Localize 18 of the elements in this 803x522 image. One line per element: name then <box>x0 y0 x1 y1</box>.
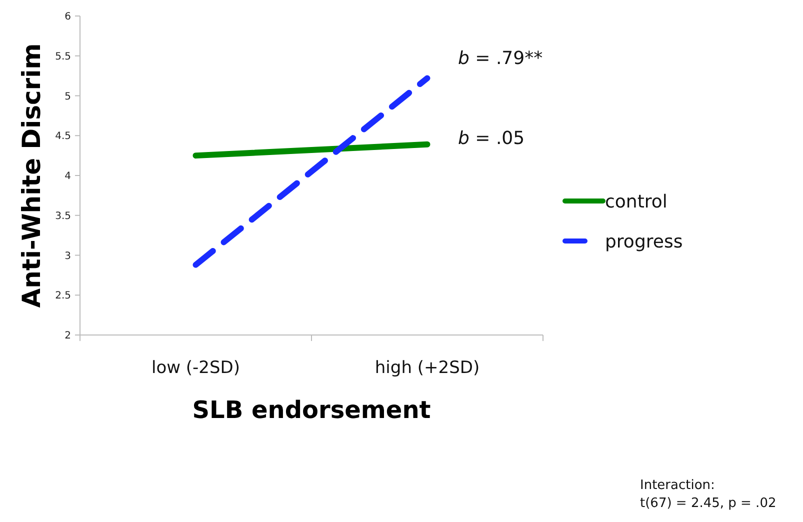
annotation: b = .79** <box>458 48 543 69</box>
y-tick-label: 4.5 <box>55 131 71 142</box>
text: Interaction: t(67) = 2.45, p = .02 <box>640 478 776 511</box>
x-axis-title: SLB endorsement <box>192 396 431 424</box>
y-tick-label: 6 <box>64 12 71 22</box>
annotation: b = .05 <box>458 128 525 149</box>
legend-label: control <box>605 191 668 212</box>
y-axis-title: Anti-White Discrim <box>17 43 46 308</box>
y-tick-label: 4 <box>64 171 71 182</box>
y-tick-label: 2 <box>64 330 71 342</box>
y-tick-label: 3 <box>64 250 71 262</box>
y-tick-label: 5 <box>64 91 71 102</box>
y-tick-label: 5.5 <box>55 51 71 62</box>
x-tick-label: high (+2SD) <box>374 358 480 378</box>
y-tick-label: 3.5 <box>55 210 71 222</box>
legend-label: progress <box>605 231 683 252</box>
x-tick-label: low (-2SD) <box>151 358 240 378</box>
y-tick-label: 2.5 <box>55 290 71 302</box>
